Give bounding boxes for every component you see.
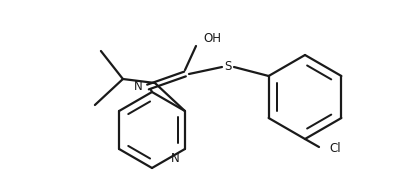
Text: Cl: Cl — [329, 142, 340, 156]
Text: N: N — [171, 152, 180, 165]
Text: N: N — [134, 79, 143, 93]
Text: OH: OH — [203, 31, 221, 45]
Text: S: S — [224, 60, 232, 73]
